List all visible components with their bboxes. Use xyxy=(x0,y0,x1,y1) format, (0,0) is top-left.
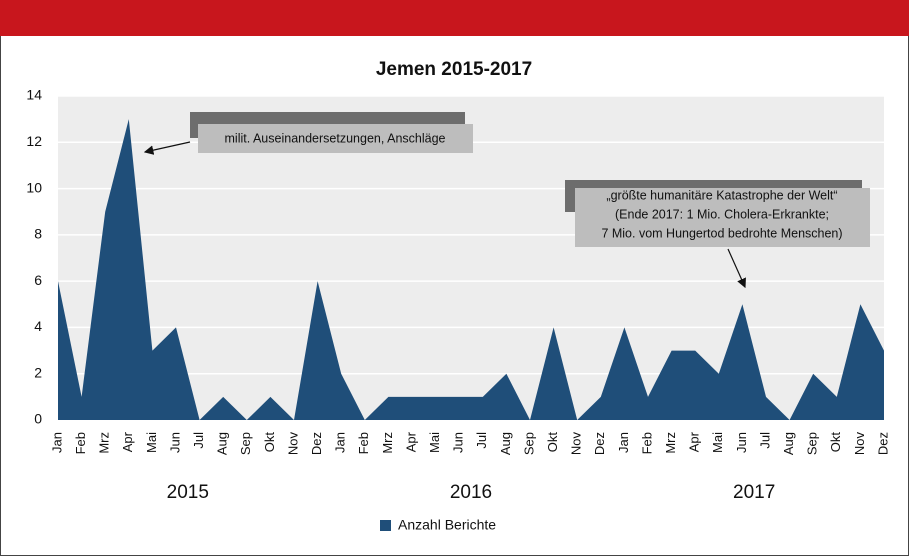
x-tick-label: Mai xyxy=(710,432,725,453)
y-tick-label: 6 xyxy=(34,272,42,288)
y-tick-label: 8 xyxy=(34,226,42,242)
x-tick-label: Jan xyxy=(616,432,631,453)
x-tick-label: Jul xyxy=(191,432,206,449)
y-tick-label: 12 xyxy=(26,133,42,149)
x-tick-label: Mai xyxy=(427,432,442,453)
x-tick-label: Jul xyxy=(474,432,489,449)
x-tick-label: Jan xyxy=(333,432,348,453)
x-tick-label: Feb xyxy=(639,432,654,454)
x-tick-label: Aug xyxy=(215,432,230,455)
x-tick-label: Sep xyxy=(805,432,820,455)
x-tick-label: Dez xyxy=(875,432,890,455)
x-tick-label: Nov xyxy=(852,432,867,456)
x-tick-label: Okt xyxy=(262,432,277,453)
annotation-text: milit. Auseinandersetzungen, Anschläge xyxy=(225,131,446,145)
area xyxy=(58,119,884,421)
y-tick-label: 4 xyxy=(34,318,42,334)
x-tick-label: Apr xyxy=(687,431,702,452)
x-tick-label: Mrz xyxy=(380,432,395,454)
x-tick-label: Okt xyxy=(828,432,843,453)
x-tick-label: Mrz xyxy=(97,432,112,454)
chart-title: Jemen 2015-2017 xyxy=(376,59,532,80)
y-tick-label: 10 xyxy=(26,179,42,195)
x-tick-label: Dez xyxy=(592,432,607,455)
x-tick-label: Jan xyxy=(49,432,64,453)
year-label: 2015 xyxy=(167,482,209,503)
x-tick-label: Sep xyxy=(238,432,253,455)
x-tick-label: Nov xyxy=(285,432,300,456)
annotation-text: „größte humanitäre Katastrophe der Welt“ xyxy=(606,188,837,202)
x-tick-label: Jun xyxy=(734,432,749,453)
x-tick-label: Jun xyxy=(451,432,466,453)
legend-label: Anzahl Berichte xyxy=(398,517,496,533)
x-tick-label: Apr xyxy=(403,431,418,452)
x-tick-label: Mai xyxy=(144,432,159,453)
y-tick-label: 14 xyxy=(26,87,42,103)
x-tick-label: Aug xyxy=(498,432,513,455)
annotation xyxy=(143,112,870,289)
x-tick-label: Nov xyxy=(569,432,584,456)
y-tick-label: 2 xyxy=(34,364,42,380)
x-tick-label: Jun xyxy=(167,432,182,453)
x-tick-label: Sep xyxy=(521,432,536,455)
legend-swatch xyxy=(380,520,391,531)
x-tick-label: Mrz xyxy=(663,432,678,454)
x-tick-label: Feb xyxy=(356,432,371,454)
x-tick-label: Feb xyxy=(73,432,88,454)
annotation-text: (Ende 2017: 1 Mio. Cholera-Erkrankte; xyxy=(615,207,829,221)
x-tick-label: Aug xyxy=(781,432,796,455)
year-label: 2017 xyxy=(733,482,775,503)
header-bar xyxy=(0,0,909,36)
x-tick-label: Jul xyxy=(757,432,772,449)
y-tick-label: 0 xyxy=(34,411,42,427)
x-tick-label: Dez xyxy=(309,432,324,455)
annotation-text: 7 Mio. vom Hungertod bedrohte Menschen) xyxy=(601,226,842,240)
x-tick-label: Apr xyxy=(120,431,135,452)
x-tick-label: Okt xyxy=(545,432,560,453)
year-label: 2016 xyxy=(450,482,492,503)
